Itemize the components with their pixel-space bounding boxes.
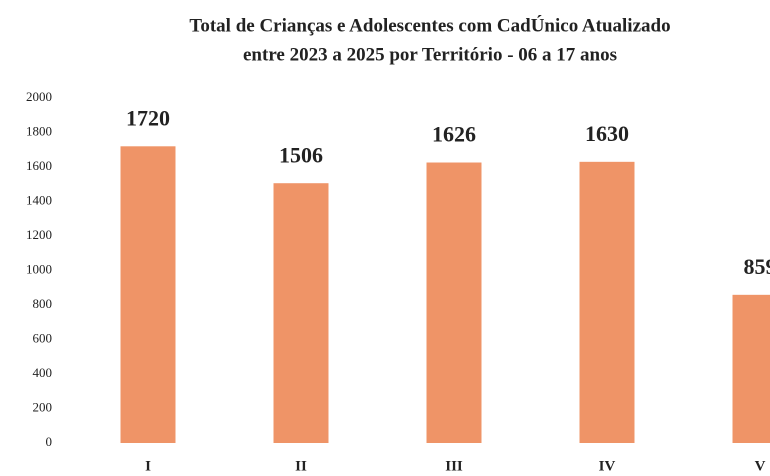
y-tick-label: 2000	[26, 89, 52, 104]
y-tick-label: 800	[33, 296, 53, 311]
value-label: 1720	[126, 105, 170, 130]
y-tick-label: 1400	[26, 192, 52, 207]
x-tick-label: I	[145, 458, 151, 474]
bar	[732, 294, 770, 443]
x-tick-label: III	[445, 458, 463, 474]
y-tick-label: 1200	[26, 227, 52, 242]
chart-title: entre 2023 a 2025 por Território - 06 a …	[243, 44, 617, 65]
bar	[426, 162, 482, 443]
value-label: 1630	[585, 121, 629, 146]
y-tick-label: 400	[33, 365, 53, 380]
value-label: 859	[744, 254, 770, 279]
bar	[273, 183, 329, 443]
y-tick-label: 1800	[26, 123, 52, 138]
x-tick-label: II	[295, 458, 307, 474]
y-tick-label: 1000	[26, 261, 52, 276]
x-tick-label: V	[755, 458, 766, 474]
value-label: 1626	[432, 122, 476, 147]
y-tick-label: 0	[46, 434, 53, 449]
value-label: 1506	[279, 142, 323, 167]
chart-title: Total de Crianças e Adolescentes com Cad…	[189, 14, 670, 36]
bar	[579, 161, 635, 443]
bar	[120, 146, 176, 444]
y-tick-label: 600	[33, 330, 53, 345]
y-tick-label: 200	[33, 399, 53, 414]
x-tick-label: IV	[599, 458, 616, 474]
y-tick-label: 1600	[26, 158, 52, 173]
